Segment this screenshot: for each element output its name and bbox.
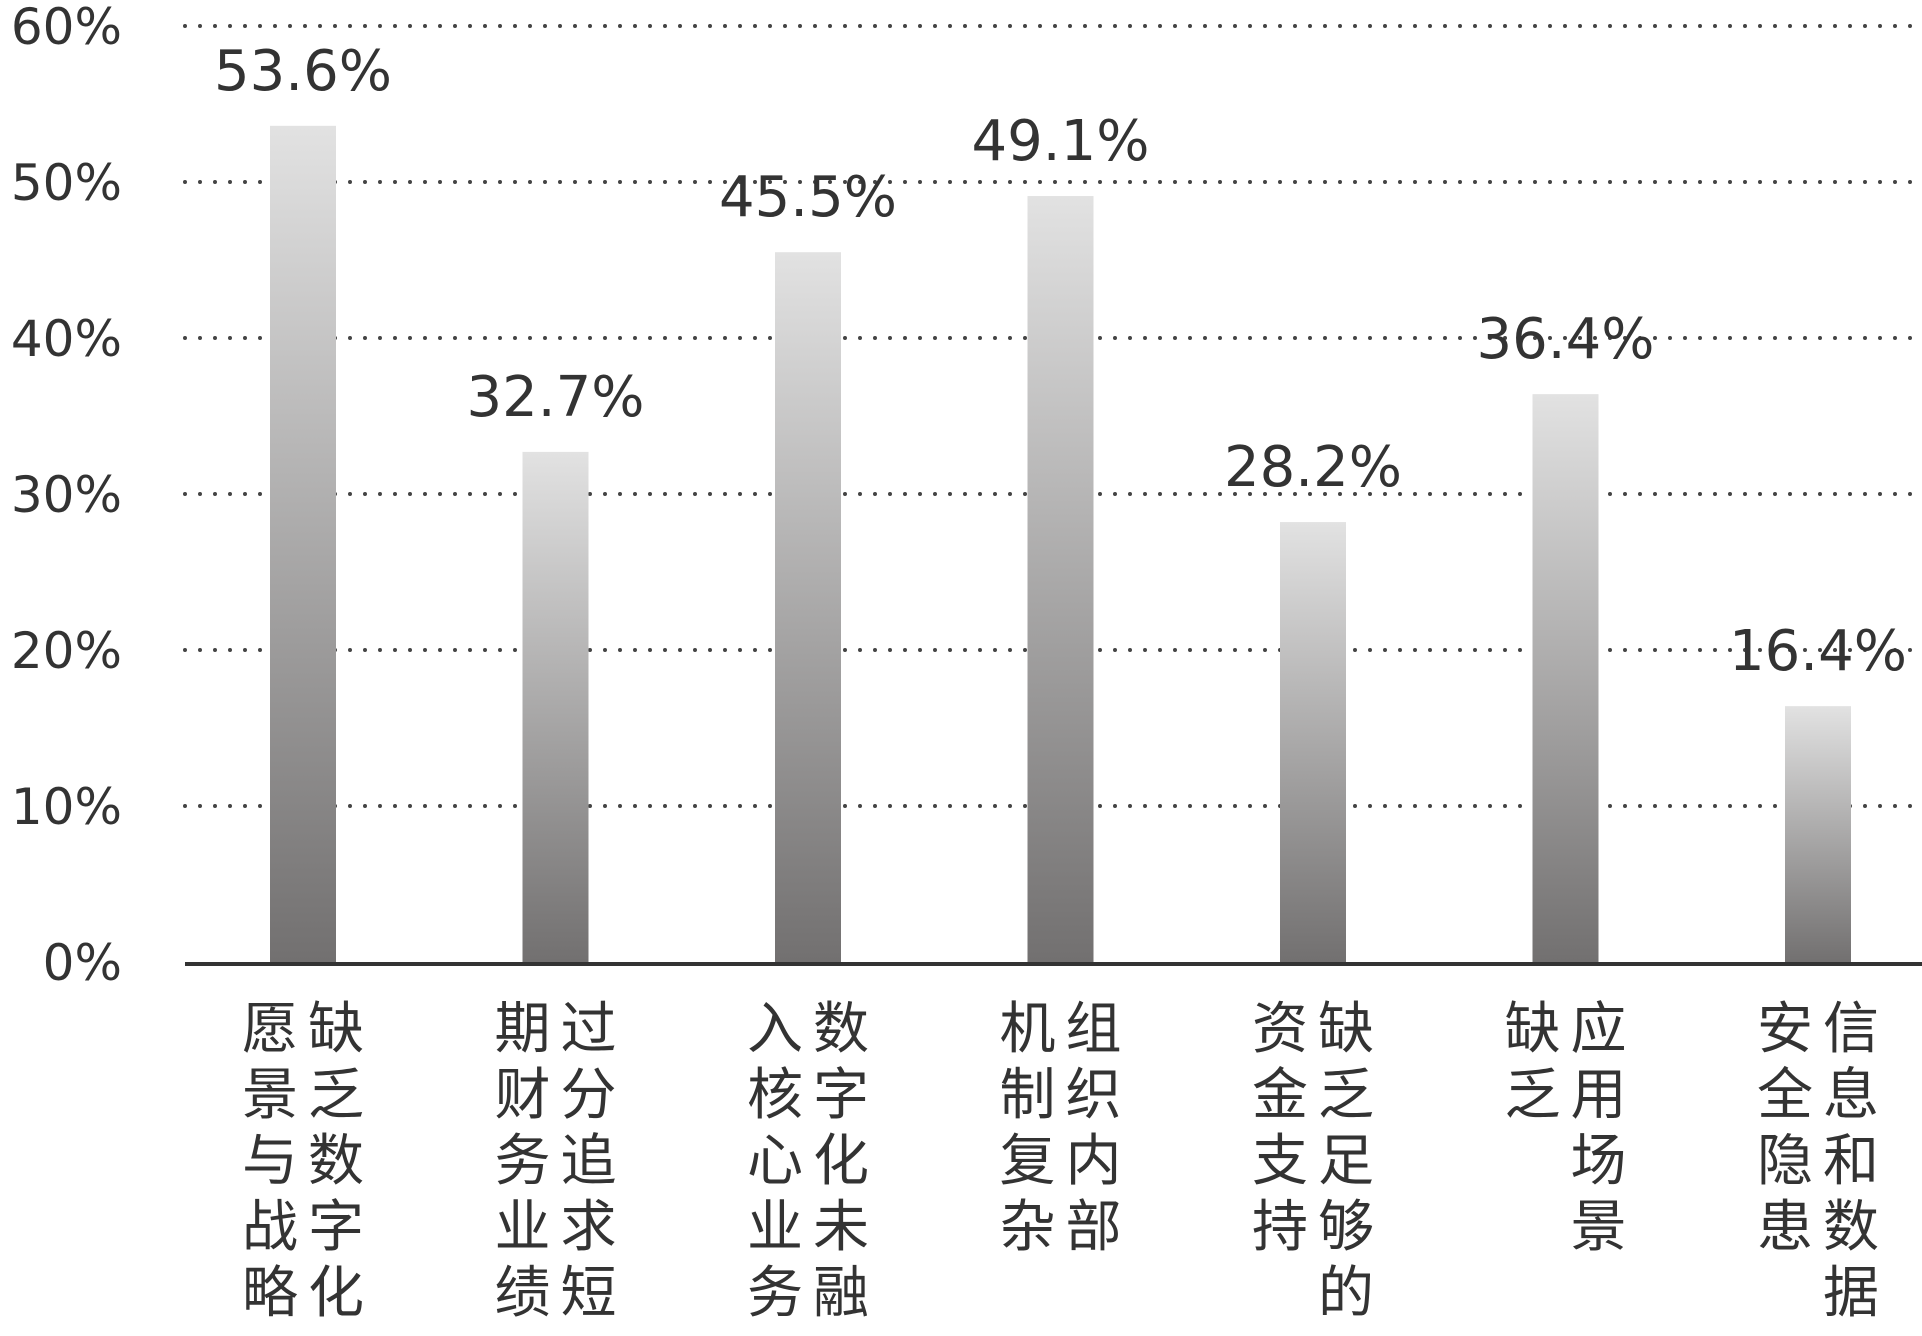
category-label-column: 期财务业绩 <box>495 997 551 1326</box>
category-label-column: 信息和数据 <box>1823 997 1879 1326</box>
y-tick-label: 0% <box>43 934 122 992</box>
data-label-3: 45.5% <box>719 165 897 230</box>
y-tick-label: 40% <box>11 310 122 368</box>
data-label-6: 36.4% <box>1477 307 1655 372</box>
y-tick-label: 50% <box>11 154 122 212</box>
category-label-column: 过分追求短 <box>561 997 617 1326</box>
category-label-column: 缺乏 <box>1505 997 1561 1128</box>
category-label-column: 资金支持 <box>1252 997 1308 1260</box>
bars <box>270 125 1851 963</box>
category-label-column: 数字化未融 <box>813 997 869 1326</box>
y-tick-label: 30% <box>11 466 122 524</box>
data-label-5: 28.2% <box>1224 435 1402 500</box>
bar-7 <box>1785 706 1851 962</box>
data-label-7: 16.4% <box>1729 619 1907 684</box>
y-tick-label: 60% <box>11 0 122 56</box>
y-tick-label: 10% <box>11 778 122 836</box>
bar-1 <box>270 125 336 963</box>
category-label-column: 组织内部 <box>1066 997 1122 1260</box>
bar-6 <box>1532 394 1599 962</box>
data-label-4: 49.1% <box>972 109 1150 174</box>
data-labels: 53.6% 32.7% 45.5% 49.1% 28.2% 36.4% 16.4% <box>214 39 1907 684</box>
category-label-column: 缺乏数字化 <box>308 997 364 1326</box>
category-label-column: 安全隐患 <box>1757 997 1813 1260</box>
category-label-column: 机制复杂 <box>1000 997 1056 1260</box>
category-label-column: 应用场景 <box>1571 997 1627 1260</box>
data-label-2: 32.7% <box>467 365 645 430</box>
category-label-column: 入核心业务 <box>747 997 803 1326</box>
bar-2 <box>522 451 589 962</box>
bar-4 <box>1027 196 1094 963</box>
category-label-column: 缺乏足够的 <box>1318 997 1374 1326</box>
category-label-column: 愿景与战略 <box>242 997 298 1326</box>
y-axis-ticks: 0% 10% 20% 30% 40% 50% 60% <box>11 0 122 992</box>
data-label-1: 53.6% <box>214 39 392 104</box>
bar-3 <box>775 252 841 962</box>
bar-5 <box>1280 522 1346 962</box>
y-tick-label: 20% <box>11 622 122 680</box>
